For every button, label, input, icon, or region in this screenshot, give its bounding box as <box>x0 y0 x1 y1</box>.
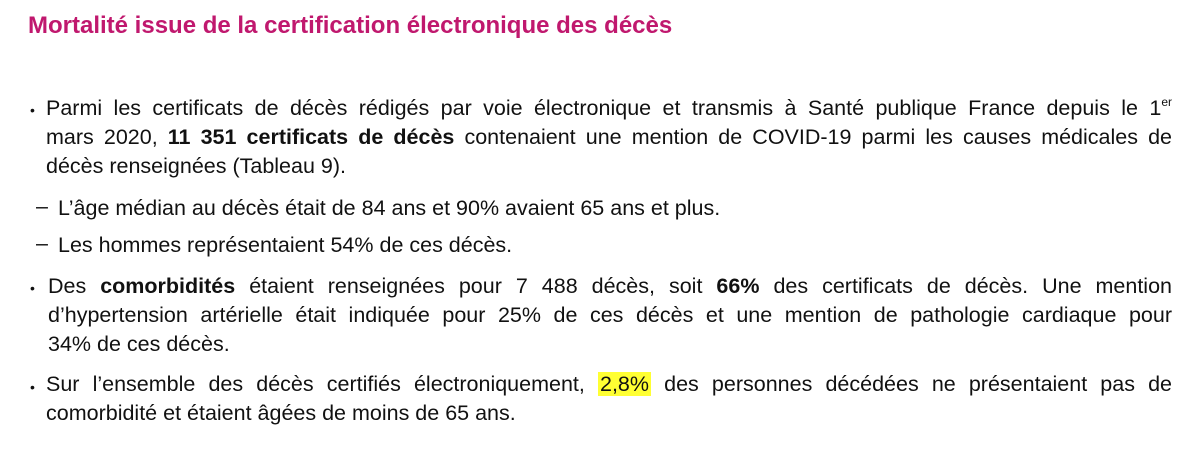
sub-item-men-share: Les hommes représentaient 54% de ces déc… <box>58 231 512 260</box>
paragraph-certificates: Parmi les certificats de décès rédigés p… <box>46 94 1172 181</box>
bullet-marker: • <box>30 280 35 296</box>
sub-item-median-age: L’âge médian au décès était de 84 ans et… <box>58 194 720 223</box>
bold-count: 11 351 certificats de décès <box>167 125 455 149</box>
bullet-marker: • <box>30 102 35 118</box>
text-span: des certificats de décès. Une mention <box>759 274 1172 298</box>
paragraph-line: Sur l’ensemble des décès certifiés élect… <box>46 370 1172 399</box>
paragraph-comorbidities: Des comorbidités étaient renseignées pou… <box>48 272 1172 359</box>
paragraph-line: mars 2020, 11 351 certificats de décès c… <box>46 123 1172 152</box>
paragraph-no-comorbidity: Sur l’ensemble des décès certifiés élect… <box>46 370 1172 428</box>
paragraph-line: 34% de ces décès. <box>48 332 230 356</box>
paragraph-line: décès renseignées (Tableau 9). <box>46 154 346 178</box>
highlighted-percent: 2,8% <box>598 372 652 396</box>
paragraph-line: Des comorbidités étaient renseignées pou… <box>48 272 1172 301</box>
superscript: er <box>1161 95 1172 109</box>
paragraph-line: d’hypertension artérielle était indiquée… <box>48 303 1172 327</box>
paragraph-line: Parmi les certificats de décès rédigés p… <box>46 94 1172 123</box>
text-span: étaient renseignées pour 7 488 décès, so… <box>235 274 717 298</box>
text-span: mars 2020, <box>46 125 168 149</box>
text-span: Sur l’ensemble des décès certifiés élect… <box>46 372 598 396</box>
text-span: Des <box>48 274 101 298</box>
bold-percent: 66% <box>716 274 760 298</box>
text-span: contenaient une mention de COVID-19 parm… <box>454 125 1172 149</box>
text-span: Parmi les certificats de décès rédigés p… <box>46 96 1162 120</box>
paragraph-line: comorbidité et étaient âgées de moins de… <box>46 401 516 425</box>
text-span: des personnes décédées ne présentaient p… <box>651 372 1173 396</box>
paragraph-line: L’âge médian au décès était de 84 ans et… <box>58 196 721 220</box>
bold-term: comorbidités <box>100 274 236 298</box>
bullet-marker: • <box>30 379 35 395</box>
dash-marker: – <box>36 231 48 255</box>
section-title: Mortalité issue de la certification élec… <box>28 12 673 39</box>
dash-marker: – <box>36 194 48 218</box>
paragraph-line: Les hommes représentaient 54% de ces déc… <box>58 233 513 257</box>
